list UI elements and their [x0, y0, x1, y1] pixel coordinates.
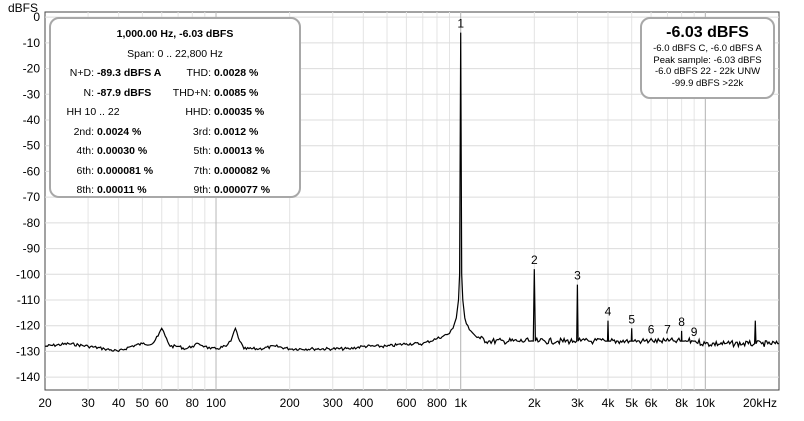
- y-tick-label: -110: [17, 293, 40, 307]
- x-tick-label: 2k: [528, 396, 542, 410]
- y-tick-label: -90: [23, 242, 41, 256]
- h3-value: 0.0012 %: [214, 125, 259, 138]
- y-tick-label: -120: [16, 319, 40, 333]
- y-tick-label: -50: [23, 139, 41, 153]
- harmonic-label-9: 9: [691, 325, 698, 339]
- harmonic-label-4: 4: [605, 305, 612, 319]
- n-label: N:: [83, 86, 95, 99]
- x-tick-label: 1k: [454, 396, 468, 410]
- n-row: N: -87.9 dBFS THD+N: 0.0085 %: [59, 84, 291, 104]
- series-line: [44, 32, 779, 353]
- h7-label: 7th:: [193, 164, 211, 177]
- level-weighted: -6.0 dBFS C, -6.0 dBFS A: [653, 43, 762, 54]
- y-axis-ticks: 0 -10 -20 -30 -40 -50 -60 -70 -80 -90 -100 -110 -120…: [16, 10, 40, 384]
- thd-label: THD:: [186, 67, 212, 79]
- x-tick-label: 60: [155, 396, 169, 410]
- nd-row: N+D: -89.3 dBFS A THD: 0.0028 %: [59, 64, 291, 84]
- harmonic-label-6: 6: [648, 323, 655, 337]
- thd-value: 0.0028 %: [214, 67, 259, 79]
- x-tick-label: 20: [38, 396, 52, 410]
- harmonic-labels: 1 2 3 4 56 789: [457, 17, 697, 339]
- x-tick-label: 400: [353, 396, 373, 410]
- y-tick-label: -60: [23, 164, 41, 178]
- nd-value: -89.3 dBFS A: [97, 67, 162, 79]
- level-readout: -6.03 dBFS: [666, 24, 749, 41]
- x-tick-label: 600: [396, 396, 416, 410]
- thdn-label: THD+N:: [172, 86, 211, 99]
- frequency-header: 1,000.00 Hz, -6.03 dBFS: [116, 28, 234, 40]
- level-peak-sample: Peak sample: -6.03 dBFS: [653, 54, 762, 66]
- x-tick-label: 200: [280, 396, 300, 410]
- x-axis-ticks: 20 30 40 50 60 80 100 200 300 400 600 800 1k 2k 3k 4k 5k…: [38, 396, 777, 410]
- x-tick-label: 4k: [602, 396, 616, 410]
- y-tick-label: -140: [16, 370, 40, 384]
- h2-value: 0.0024 %: [97, 125, 142, 138]
- x-tick-label: 3k: [571, 396, 585, 410]
- y-tick-label: -100: [16, 267, 40, 281]
- x-tick-label: 300: [323, 396, 343, 410]
- h8-label: 8th:: [76, 184, 94, 196]
- h9-label: 9th:: [193, 184, 211, 196]
- nd-label: N+D:: [69, 67, 94, 79]
- h3-label: 3rd:: [192, 125, 211, 138]
- h5-value: 0.00013 %: [214, 145, 265, 157]
- x-tick-label: 20kHz: [743, 396, 777, 410]
- stats-panel: 1,000.00 Hz, -6.03 dBFS Span: 0 .. 22,80…: [49, 17, 301, 198]
- x-tick-label: 40: [112, 396, 126, 410]
- harmonic-label-5: 5: [628, 312, 635, 326]
- harmonic-label-2: 2: [531, 253, 538, 267]
- level-unweighted: -6.0 dBFS 22 - 22k UNW: [654, 66, 761, 77]
- y-tick-label: -130: [16, 344, 40, 358]
- h4-label: 4th:: [76, 145, 94, 157]
- y-tick-label: -40: [23, 113, 41, 127]
- h6-h7-row: 6th: 0.000081 % 7th: 0.000082 %: [59, 162, 291, 182]
- hhd-label: HHD:: [185, 106, 211, 118]
- h2-label: 2nd:: [73, 125, 94, 138]
- y-tick-label: -80: [23, 216, 41, 230]
- thdn-value: 0.0085 %: [214, 86, 259, 99]
- x-tick-label: 50: [136, 396, 150, 410]
- h2-h3-row: 2nd: 0.0024 % 3rd: 0.0012 %: [59, 123, 291, 143]
- h6-label: 6th:: [76, 164, 94, 177]
- x-tick-label: 100: [206, 396, 226, 410]
- y-tick-label: -30: [23, 87, 41, 101]
- x-tick-label: 800: [427, 396, 447, 410]
- h7-value: 0.000082 %: [214, 164, 271, 177]
- hh-row: HH 10 .. 22 HHD: 0.00035 %: [59, 103, 291, 123]
- x-tick-label: 6k: [645, 396, 659, 410]
- y-tick-label: -20: [23, 62, 41, 76]
- x-tick-label: 80: [186, 396, 200, 410]
- h8-h9-row: 8th: 0.00011 % 9th: 0.000077 %: [59, 181, 291, 201]
- y-tick-label: -10: [23, 36, 41, 50]
- h6-value: 0.000081 %: [97, 164, 154, 177]
- h5-label: 5th:: [193, 145, 211, 157]
- h8-value: 0.00011 %: [97, 184, 147, 196]
- h9-value: 0.000077 %: [214, 184, 271, 196]
- x-tick-label: 8k: [675, 396, 689, 410]
- level-panel: -6.03 dBFS -6.0 dBFS C, -6.0 dBFS A Peak…: [640, 17, 775, 99]
- y-tick-label: -70: [23, 190, 41, 204]
- n-value: -87.9 dBFS: [97, 86, 152, 99]
- y-tick-label: 0: [33, 10, 40, 24]
- harmonic-label-8: 8: [678, 315, 685, 329]
- harmonic-label-7: 7: [664, 323, 671, 337]
- harmonic-label-3: 3: [574, 269, 581, 283]
- x-tick-label: 30: [81, 396, 95, 410]
- x-tick-label: 5k: [625, 396, 639, 410]
- hh-label: HH 10 .. 22: [66, 106, 120, 118]
- hhd-value: 0.00035 %: [214, 106, 265, 118]
- span-row: Span: 0 .. 22,800 Hz: [127, 47, 223, 60]
- h4-value: 0.00030 %: [97, 145, 148, 157]
- y-axis-label: dBFS: [8, 1, 38, 15]
- harmonic-label-1: 1: [457, 17, 464, 31]
- level-above-22k: -99.9 dBFS >22k: [671, 77, 744, 89]
- x-tick-label: 10k: [696, 396, 716, 410]
- h4-h5-row: 4th: 0.00030 % 5th: 0.00013 %: [59, 142, 291, 162]
